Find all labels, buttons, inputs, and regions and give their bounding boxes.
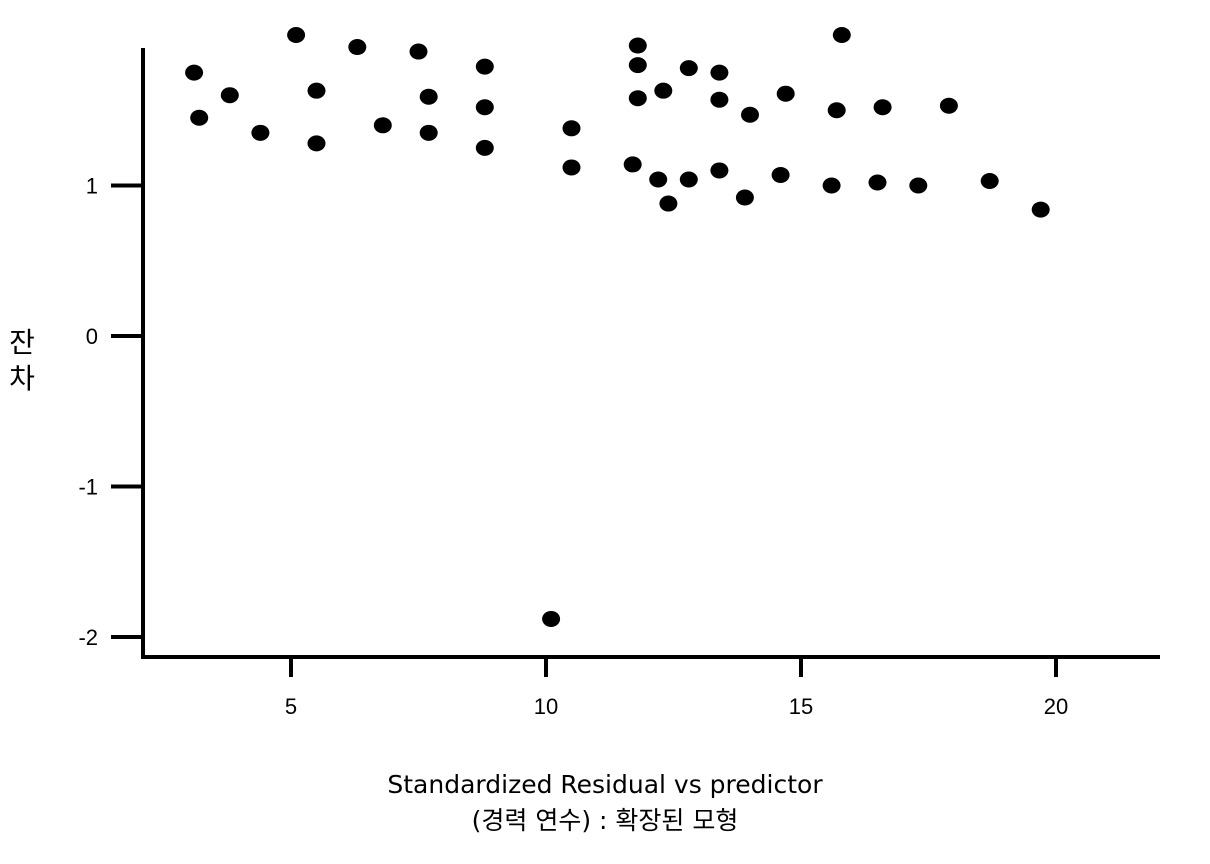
data-point <box>475 139 494 156</box>
data-point <box>287 27 306 43</box>
data-point <box>735 189 754 206</box>
data-point <box>741 106 759 123</box>
data-point <box>939 97 958 114</box>
data-point <box>220 87 239 104</box>
data-point <box>419 124 438 141</box>
data-point <box>679 171 698 188</box>
x-tick-label: 10 <box>534 694 558 719</box>
data-point <box>771 166 790 183</box>
y-tick-label: -2 <box>78 625 98 650</box>
data-point <box>649 171 668 188</box>
y-tick-label: -1 <box>78 475 98 500</box>
data-point <box>348 39 367 56</box>
x-axis-label-line2: (경력 연수) : 확장된 모형 <box>471 806 739 835</box>
data-point <box>419 88 438 105</box>
data-point <box>628 37 647 54</box>
data-point <box>710 64 729 81</box>
data-point <box>190 109 209 126</box>
x-tick-label: 20 <box>1044 694 1068 719</box>
y-axis-label: 잔 차 <box>9 326 35 395</box>
x-tick-label: 15 <box>789 694 813 719</box>
data-point <box>373 117 392 134</box>
axis-ticks: 10-1-25 10 15 20 <box>78 174 1068 720</box>
data-point <box>654 82 673 99</box>
data-point <box>980 172 999 189</box>
data-point <box>710 162 729 179</box>
data-point <box>822 177 841 194</box>
data-point <box>1031 201 1050 218</box>
data-point <box>868 174 887 191</box>
data-point <box>542 610 561 627</box>
y-tick-label: 0 <box>86 324 98 349</box>
data-point <box>475 58 494 75</box>
data-point <box>628 90 647 107</box>
data-point <box>832 27 851 43</box>
y-tick-label: 1 <box>86 174 98 199</box>
x-tick-label: 5 <box>285 694 297 719</box>
data-point <box>307 135 326 152</box>
data-point <box>623 156 642 173</box>
data-point <box>475 99 494 116</box>
x-axis-label-line1: Standardized Residual vs predictor <box>387 770 823 799</box>
data-point <box>251 124 270 141</box>
data-point <box>307 82 326 99</box>
data-point <box>679 60 698 77</box>
data-point <box>776 85 795 102</box>
data-point <box>873 99 892 116</box>
data-point <box>710 91 729 108</box>
data-point <box>562 159 581 176</box>
data-point <box>628 57 647 74</box>
data-point <box>409 43 428 60</box>
data-point <box>185 64 204 81</box>
data-points <box>185 27 1050 627</box>
data-point <box>659 195 678 212</box>
data-point <box>909 177 928 194</box>
data-point <box>827 102 846 119</box>
data-point <box>562 120 581 137</box>
